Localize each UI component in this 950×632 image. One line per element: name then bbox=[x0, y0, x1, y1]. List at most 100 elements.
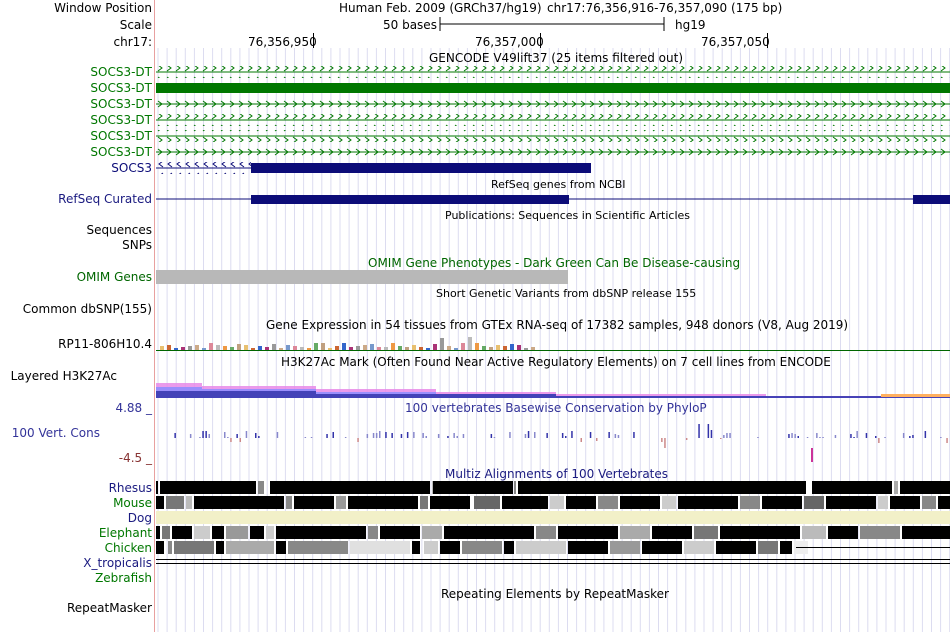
gencode-transcript[interactable] bbox=[156, 83, 950, 93]
gtex-bar bbox=[230, 347, 234, 350]
repeatmasker-track-label[interactable]: RepeatMasker bbox=[66, 601, 152, 615]
dbsnp-track-label[interactable]: Common dbSNP(155) bbox=[22, 302, 152, 316]
gencode-item-label[interactable]: SOCS3-DT bbox=[90, 65, 152, 79]
omim-track-title: OMIM Gene Phenotypes - Dark Green Can Be… bbox=[368, 256, 741, 270]
species-label-dog[interactable]: Dog bbox=[127, 511, 152, 525]
conservation-bar bbox=[571, 431, 573, 438]
gtex-bar bbox=[496, 345, 500, 350]
conservation-bar bbox=[344, 437, 347, 438]
gencode-item-label[interactable]: SOCS3-DT bbox=[90, 129, 152, 143]
conservation-bar bbox=[834, 435, 837, 438]
gencode-item-label[interactable]: SOCS3-DT bbox=[90, 113, 152, 127]
alignment-block bbox=[504, 541, 514, 554]
conservation-track-label[interactable]: 100 Vert. Cons bbox=[11, 426, 100, 440]
gtex-track-label[interactable]: RP11-806H10.4 bbox=[58, 337, 152, 351]
gtex-bar bbox=[209, 343, 213, 350]
gtex-bar bbox=[517, 345, 521, 350]
gtex-bar bbox=[391, 343, 395, 350]
scale-text: 50 bases bbox=[383, 18, 437, 32]
socs3-gene-label[interactable]: SOCS3 bbox=[111, 161, 152, 175]
alignment-block bbox=[694, 526, 718, 539]
gencode-transcript[interactable] bbox=[156, 146, 950, 158]
gtex-bar bbox=[426, 348, 430, 350]
conservation-bar bbox=[546, 433, 548, 438]
species-label-chicken[interactable]: Chicken bbox=[104, 541, 152, 555]
omim-feature[interactable] bbox=[156, 270, 568, 284]
species-label-rhesus[interactable]: Rhesus bbox=[108, 481, 152, 495]
gtex-bar bbox=[160, 346, 164, 350]
alignment-block bbox=[938, 496, 950, 509]
conservation-bar bbox=[490, 434, 493, 438]
species-label-mouse[interactable]: Mouse bbox=[113, 496, 152, 510]
conservation-bar bbox=[391, 433, 393, 438]
alignment-block bbox=[430, 496, 470, 509]
gencode-features[interactable] bbox=[156, 62, 950, 174]
conservation-bar bbox=[794, 434, 796, 438]
species-label-elephant[interactable]: Elephant bbox=[98, 526, 152, 540]
alignment-block bbox=[172, 526, 192, 539]
alignment-block bbox=[288, 541, 348, 554]
refseq-track-label[interactable]: RefSeq Curated bbox=[58, 192, 152, 206]
sequences-track-label[interactable]: Sequences bbox=[86, 223, 152, 237]
alignment-block bbox=[902, 526, 950, 539]
conservation-bar bbox=[425, 436, 427, 438]
alignment-block bbox=[156, 481, 158, 494]
omim-track-label[interactable]: OMIM Genes bbox=[76, 270, 152, 284]
snps-track-label[interactable]: SNPs bbox=[122, 238, 152, 252]
gtex-bar bbox=[503, 346, 507, 350]
alignment-block bbox=[502, 496, 548, 509]
gtex-bar bbox=[335, 346, 339, 350]
conservation-bar bbox=[255, 433, 257, 438]
conservation-max-label: 4.88 _ bbox=[115, 401, 152, 415]
gtex-expression-bars[interactable] bbox=[156, 330, 950, 352]
gencode-item-label[interactable]: SOCS3-DT bbox=[90, 145, 152, 159]
gtex-bar bbox=[216, 345, 220, 350]
conservation-bar bbox=[909, 436, 911, 438]
gencode-item-label[interactable]: SOCS3-DT bbox=[90, 81, 152, 95]
species-label-xtropicalis[interactable]: X_tropicalis bbox=[83, 556, 152, 570]
alignment-block bbox=[156, 526, 160, 539]
refseq-gene[interactable] bbox=[156, 192, 950, 206]
gtex-bar bbox=[405, 347, 409, 350]
gencode-transcript[interactable] bbox=[156, 66, 950, 78]
alignment-block bbox=[156, 511, 950, 524]
alignment-block bbox=[160, 481, 256, 494]
gtex-bar bbox=[251, 348, 255, 350]
conservation-bar bbox=[453, 433, 455, 438]
gtex-bar bbox=[384, 347, 388, 350]
conservation-bar bbox=[276, 432, 279, 438]
conservation-bar bbox=[413, 432, 415, 438]
multiz-alignment-blocks[interactable] bbox=[156, 481, 950, 571]
conservation-wiggle[interactable] bbox=[156, 413, 950, 468]
gtex-bar bbox=[321, 343, 325, 350]
alignment-block bbox=[462, 541, 502, 554]
conservation-bar bbox=[865, 433, 868, 438]
gtex-bar bbox=[433, 344, 437, 350]
conservation-bar bbox=[258, 436, 260, 438]
species-label-zebrafish[interactable]: Zebrafish bbox=[95, 571, 152, 585]
conservation-bar bbox=[797, 436, 799, 438]
gencode-transcript[interactable] bbox=[156, 130, 950, 142]
socs3-transcript[interactable] bbox=[156, 162, 591, 174]
conservation-bar bbox=[816, 433, 818, 438]
conservation-bar bbox=[372, 433, 375, 438]
window-position-label: Window Position bbox=[54, 1, 152, 15]
gencode-transcript[interactable] bbox=[156, 114, 950, 126]
gtex-bar bbox=[510, 344, 514, 350]
h3k27ac-track-label[interactable]: Layered H3K27Ac bbox=[10, 369, 117, 383]
conservation-bar bbox=[357, 438, 359, 442]
gtex-bar bbox=[349, 347, 353, 350]
alignment-block bbox=[678, 496, 738, 509]
h3k27ac-signal[interactable] bbox=[156, 370, 950, 400]
conservation-bar bbox=[561, 433, 564, 438]
conservation-bar bbox=[596, 438, 598, 441]
gtex-bar bbox=[279, 348, 283, 350]
alignment-block bbox=[894, 481, 898, 494]
alignment-block bbox=[294, 496, 334, 509]
conservation-bar bbox=[456, 436, 458, 438]
gencode-transcript[interactable] bbox=[156, 98, 950, 110]
gtex-bar bbox=[307, 348, 311, 350]
gtex-bar bbox=[293, 346, 297, 350]
gtex-bar bbox=[272, 344, 276, 350]
gencode-item-label[interactable]: SOCS3-DT bbox=[90, 97, 152, 111]
